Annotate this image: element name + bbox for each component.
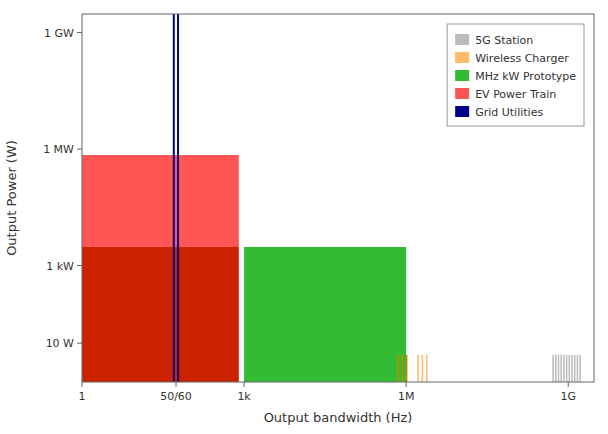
plot-frame [82,14,594,382]
legend-box [447,24,584,126]
legend-swatch [455,88,469,99]
short-line [574,355,576,382]
legend-swatch [455,70,469,81]
vertical-line [173,14,175,382]
y-tick [77,265,82,266]
legend-entry: Grid Utilities [475,106,543,119]
y-tick [77,149,82,150]
short-line [577,355,579,382]
short-line [406,355,408,382]
short-line [560,355,562,382]
x-tick [244,382,245,387]
chart: 1 50/60 1k 1M 1G 10 W 1 kW 1 MW 1 GW Output bandw… [0,0,608,434]
short-line [566,355,568,382]
x-tick-label: 1k [237,390,251,403]
vertical-line [177,14,179,382]
legend-swatch [455,34,469,45]
short-line [402,355,404,382]
x-tick-label: 1G [560,390,576,403]
short-line [422,355,424,382]
legend-swatch [455,52,469,63]
y-tick-label: 1 MW [43,143,74,156]
x-tick [406,382,407,387]
y-tick [77,32,82,33]
short-line [417,355,419,382]
short-line [558,355,560,382]
legend-entry: 5G Station [475,34,533,47]
region [82,247,239,382]
x-tick [82,382,83,387]
legend-swatch [455,106,469,117]
plot-marks [82,14,580,382]
y-tick-label: 1 kW [46,260,74,273]
region [82,155,239,247]
y-tick-label: 1 GW [44,27,74,40]
x-tick-label: 50/60 [160,390,192,403]
legend: 5G Station Wireless Charger MHz kW Prototy… [447,24,584,126]
short-line [579,355,581,382]
legend-entry: Wireless Charger [475,52,569,65]
y-tick [77,343,82,344]
x-tick [176,382,177,387]
legend-entry: MHz kW Prototype [475,70,576,83]
x-tick [568,382,569,387]
short-line [569,355,571,382]
short-line [555,355,557,382]
y-tick-label: 10 W [46,337,74,350]
short-line [426,355,428,382]
short-line [571,355,573,382]
legend-entry: EV Power Train [475,88,556,101]
x-axis-label: Output bandwidth (Hz) [264,410,413,425]
short-line [563,355,565,382]
x-tick-label: 1M [398,390,415,403]
y-axis-label: Output Power (W) [4,140,19,256]
short-line [397,355,399,382]
region [244,247,406,382]
x-tick-label: 1 [79,390,86,403]
short-line [552,355,554,382]
